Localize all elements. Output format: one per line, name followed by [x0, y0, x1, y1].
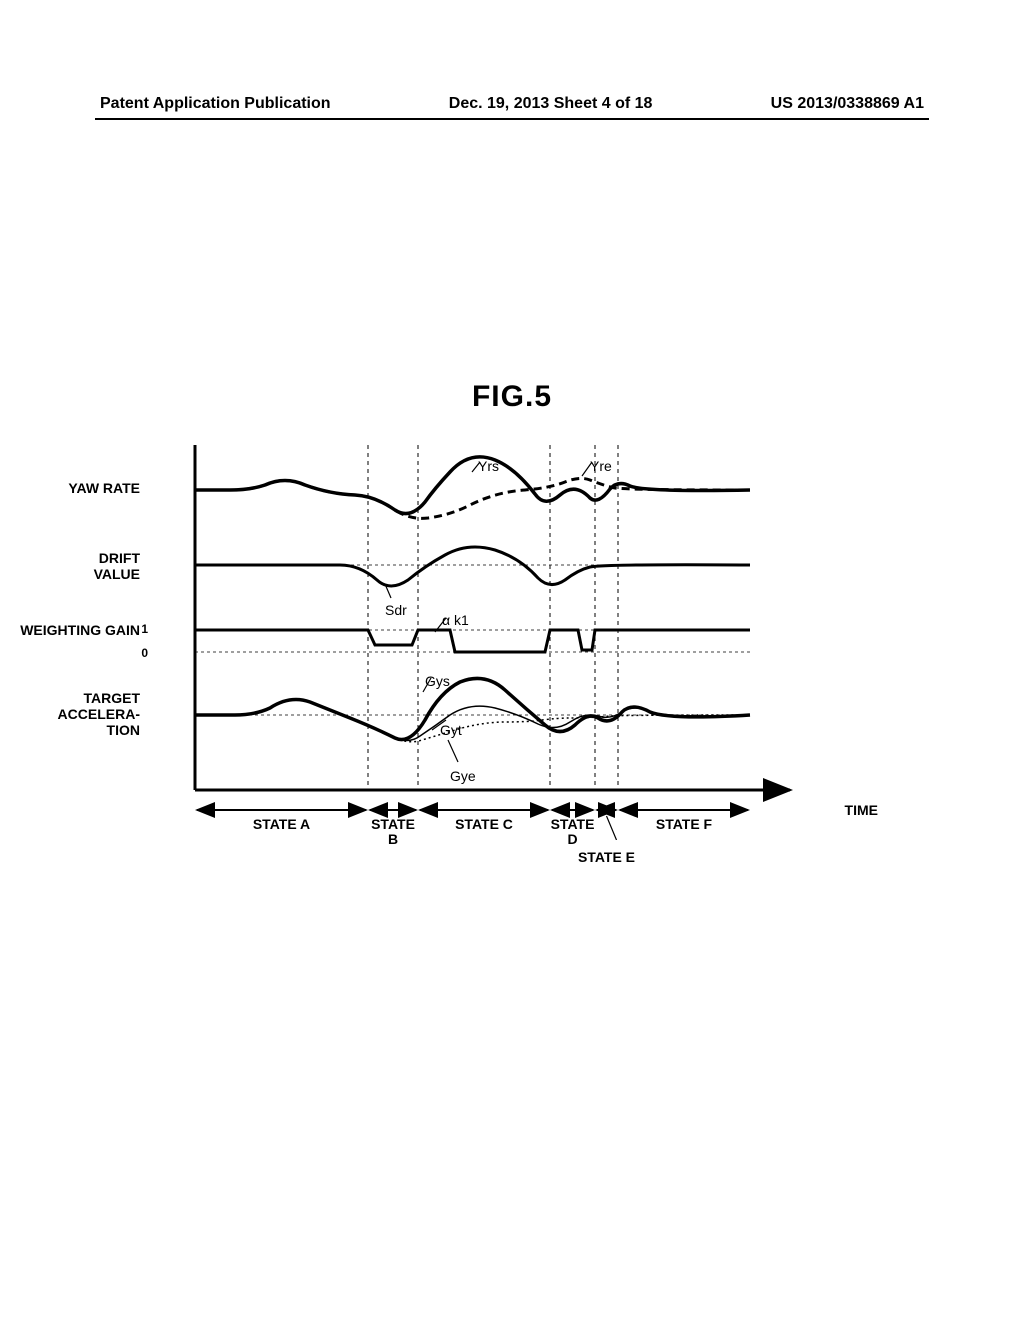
gain-tick-1: 1 [141, 622, 148, 636]
curve-label-Gye: Gye [450, 768, 476, 784]
curve-label-Gys: Gys [425, 673, 450, 689]
state-label-state-d: STATE D [538, 817, 608, 848]
figure-title: FIG.5 [0, 380, 1024, 414]
ylabel-target-accel: TARGET ACCELERA- TION [58, 690, 140, 738]
doc-header: Patent Application Publication Dec. 19, … [0, 95, 1024, 113]
curve-label-Yre: Yre [590, 458, 612, 474]
state-label-state-f: STATE F [649, 817, 719, 832]
x-axis-time-label: TIME [845, 802, 878, 818]
header-center: Dec. 19, 2013 Sheet 4 of 18 [449, 95, 653, 113]
state-label-state-e: STATE E [572, 850, 642, 865]
y-axis-labels: YAW RATE DRIFT VALUE WEIGHTING GAIN 1 0 … [15, 440, 150, 890]
state-label-state-a: STATE A [247, 817, 317, 832]
state-label-state-c: STATE C [449, 817, 519, 832]
curve-label-α-k1: α k1 [442, 612, 469, 628]
header-right: US 2013/0338869 A1 [771, 95, 924, 113]
figure-chart: YAW RATE DRIFT VALUE WEIGHTING GAIN 1 0 … [150, 440, 830, 890]
ylabel-drift-value: DRIFT VALUE [94, 550, 140, 582]
state-label-state-b: STATE B [358, 817, 428, 848]
gain-tick-0: 0 [141, 646, 148, 660]
plot-svg [150, 440, 830, 840]
ylabel-yaw-rate: YAW RATE [68, 480, 140, 496]
curve-label-Gyt: Gyt [440, 722, 462, 738]
header-rule [95, 118, 929, 120]
header-left: Patent Application Publication [100, 95, 331, 113]
curve-label-Yrs: Yrs [478, 458, 499, 474]
ylabel-weighting-gain: WEIGHTING GAIN [20, 622, 140, 638]
curve-label-Sdr: Sdr [385, 602, 407, 618]
